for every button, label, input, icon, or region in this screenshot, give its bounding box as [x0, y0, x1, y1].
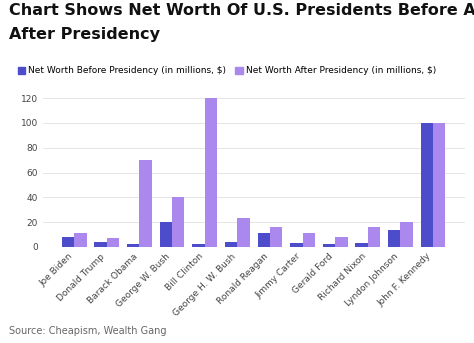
Bar [433, 123, 446, 247]
Bar [192, 245, 205, 247]
Bar [290, 243, 302, 247]
Text: Chart Shows Net Worth Of U.S. Presidents Before And: Chart Shows Net Worth Of U.S. Presidents… [9, 3, 474, 19]
Bar [368, 227, 380, 247]
Bar [323, 245, 335, 247]
Bar [139, 160, 152, 247]
Bar [225, 242, 237, 247]
Bar [205, 98, 217, 247]
Bar [270, 227, 283, 247]
Bar [401, 222, 413, 247]
Bar [420, 123, 433, 247]
Bar [62, 237, 74, 247]
Bar [335, 237, 347, 247]
Bar [94, 242, 107, 247]
Bar [74, 233, 87, 247]
Bar [107, 238, 119, 247]
Bar [257, 233, 270, 247]
Bar [172, 197, 184, 247]
Text: Source: Cheapism, Wealth Gang: Source: Cheapism, Wealth Gang [9, 326, 167, 336]
Bar [160, 222, 172, 247]
Bar [302, 233, 315, 247]
Bar [127, 245, 139, 247]
Bar [356, 243, 368, 247]
Bar [237, 218, 250, 247]
Text: After Presidency: After Presidency [9, 27, 161, 43]
Bar [388, 229, 401, 247]
Legend: Net Worth Before Presidency (in millions, $), Net Worth After Presidency (in mil: Net Worth Before Presidency (in millions… [14, 63, 440, 79]
